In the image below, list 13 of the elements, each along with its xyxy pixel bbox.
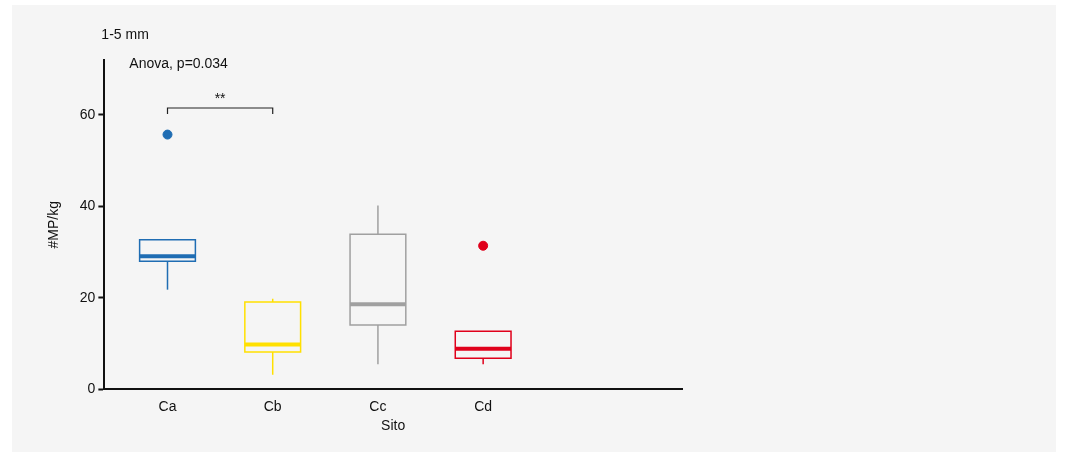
y-tick-label: 60: [79, 105, 96, 122]
y-axis-title: #MP/kg: [45, 200, 62, 249]
x-tick-label: Cd: [474, 397, 493, 414]
x-tick-label: Ca: [158, 397, 177, 414]
y-tick-label: 40: [79, 197, 96, 214]
annotation: **: [214, 90, 227, 106]
x-axis-title: Sito: [381, 417, 406, 434]
annotation: Anova, p=0.034: [129, 55, 229, 71]
x-tick-label: Cb: [263, 397, 282, 414]
y-tick-label: 20: [79, 288, 96, 305]
y-tick-label: 0: [87, 380, 96, 397]
chart-title: 1-5 mm: [101, 26, 149, 42]
x-tick-label: Cc: [369, 397, 387, 414]
